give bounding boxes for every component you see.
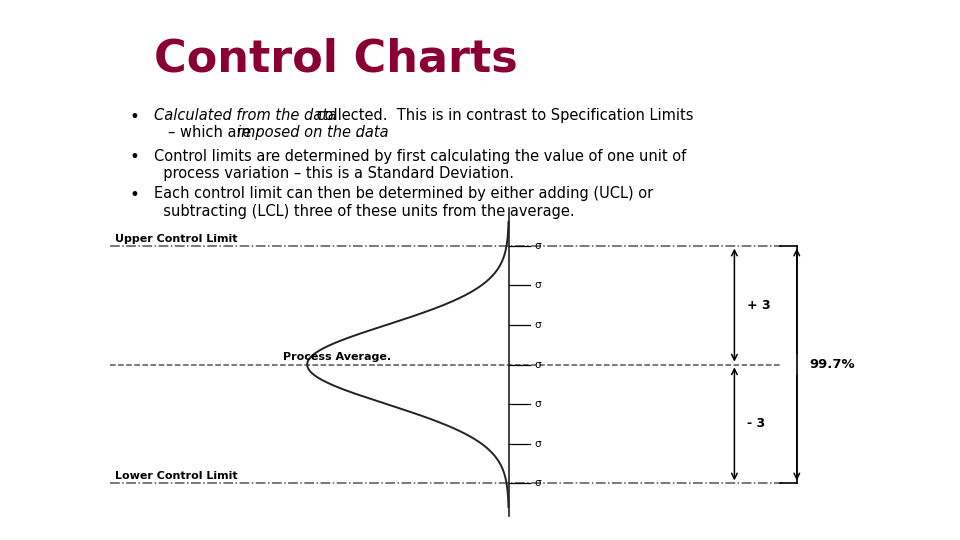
Text: Each control limit can then be determined by either adding (UCL) or
  subtractin: Each control limit can then be determine… [154,186,653,219]
Text: imposed on the data: imposed on the data [237,125,389,140]
Text: σ: σ [535,399,541,409]
Text: + 3: + 3 [747,299,771,312]
Text: σ: σ [535,241,541,251]
Text: Calculated from the data: Calculated from the data [154,108,337,123]
Text: collected.  This is in contrast to Specification Limits: collected. This is in contrast to Specif… [312,108,693,123]
Text: .: . [354,125,359,140]
Text: •: • [130,108,139,126]
Text: Control limits are determined by first calculating the value of one unit of
  pr: Control limits are determined by first c… [154,148,685,181]
Text: Lower Control Limit: Lower Control Limit [115,471,238,481]
Text: - 3: - 3 [747,417,765,430]
Text: •: • [130,186,139,204]
Text: σ: σ [535,280,541,291]
Text: – which are: – which are [168,125,256,140]
Text: •: • [130,148,139,166]
Text: Upper Control Limit: Upper Control Limit [115,233,238,244]
Text: σ: σ [535,478,541,488]
Text: σ: σ [535,360,541,369]
Text: 99.7%: 99.7% [809,358,855,371]
Text: Control Charts: Control Charts [154,38,517,81]
Text: Process Average.: Process Average. [283,352,392,362]
Text: σ: σ [535,438,541,449]
Text: σ: σ [535,320,541,330]
